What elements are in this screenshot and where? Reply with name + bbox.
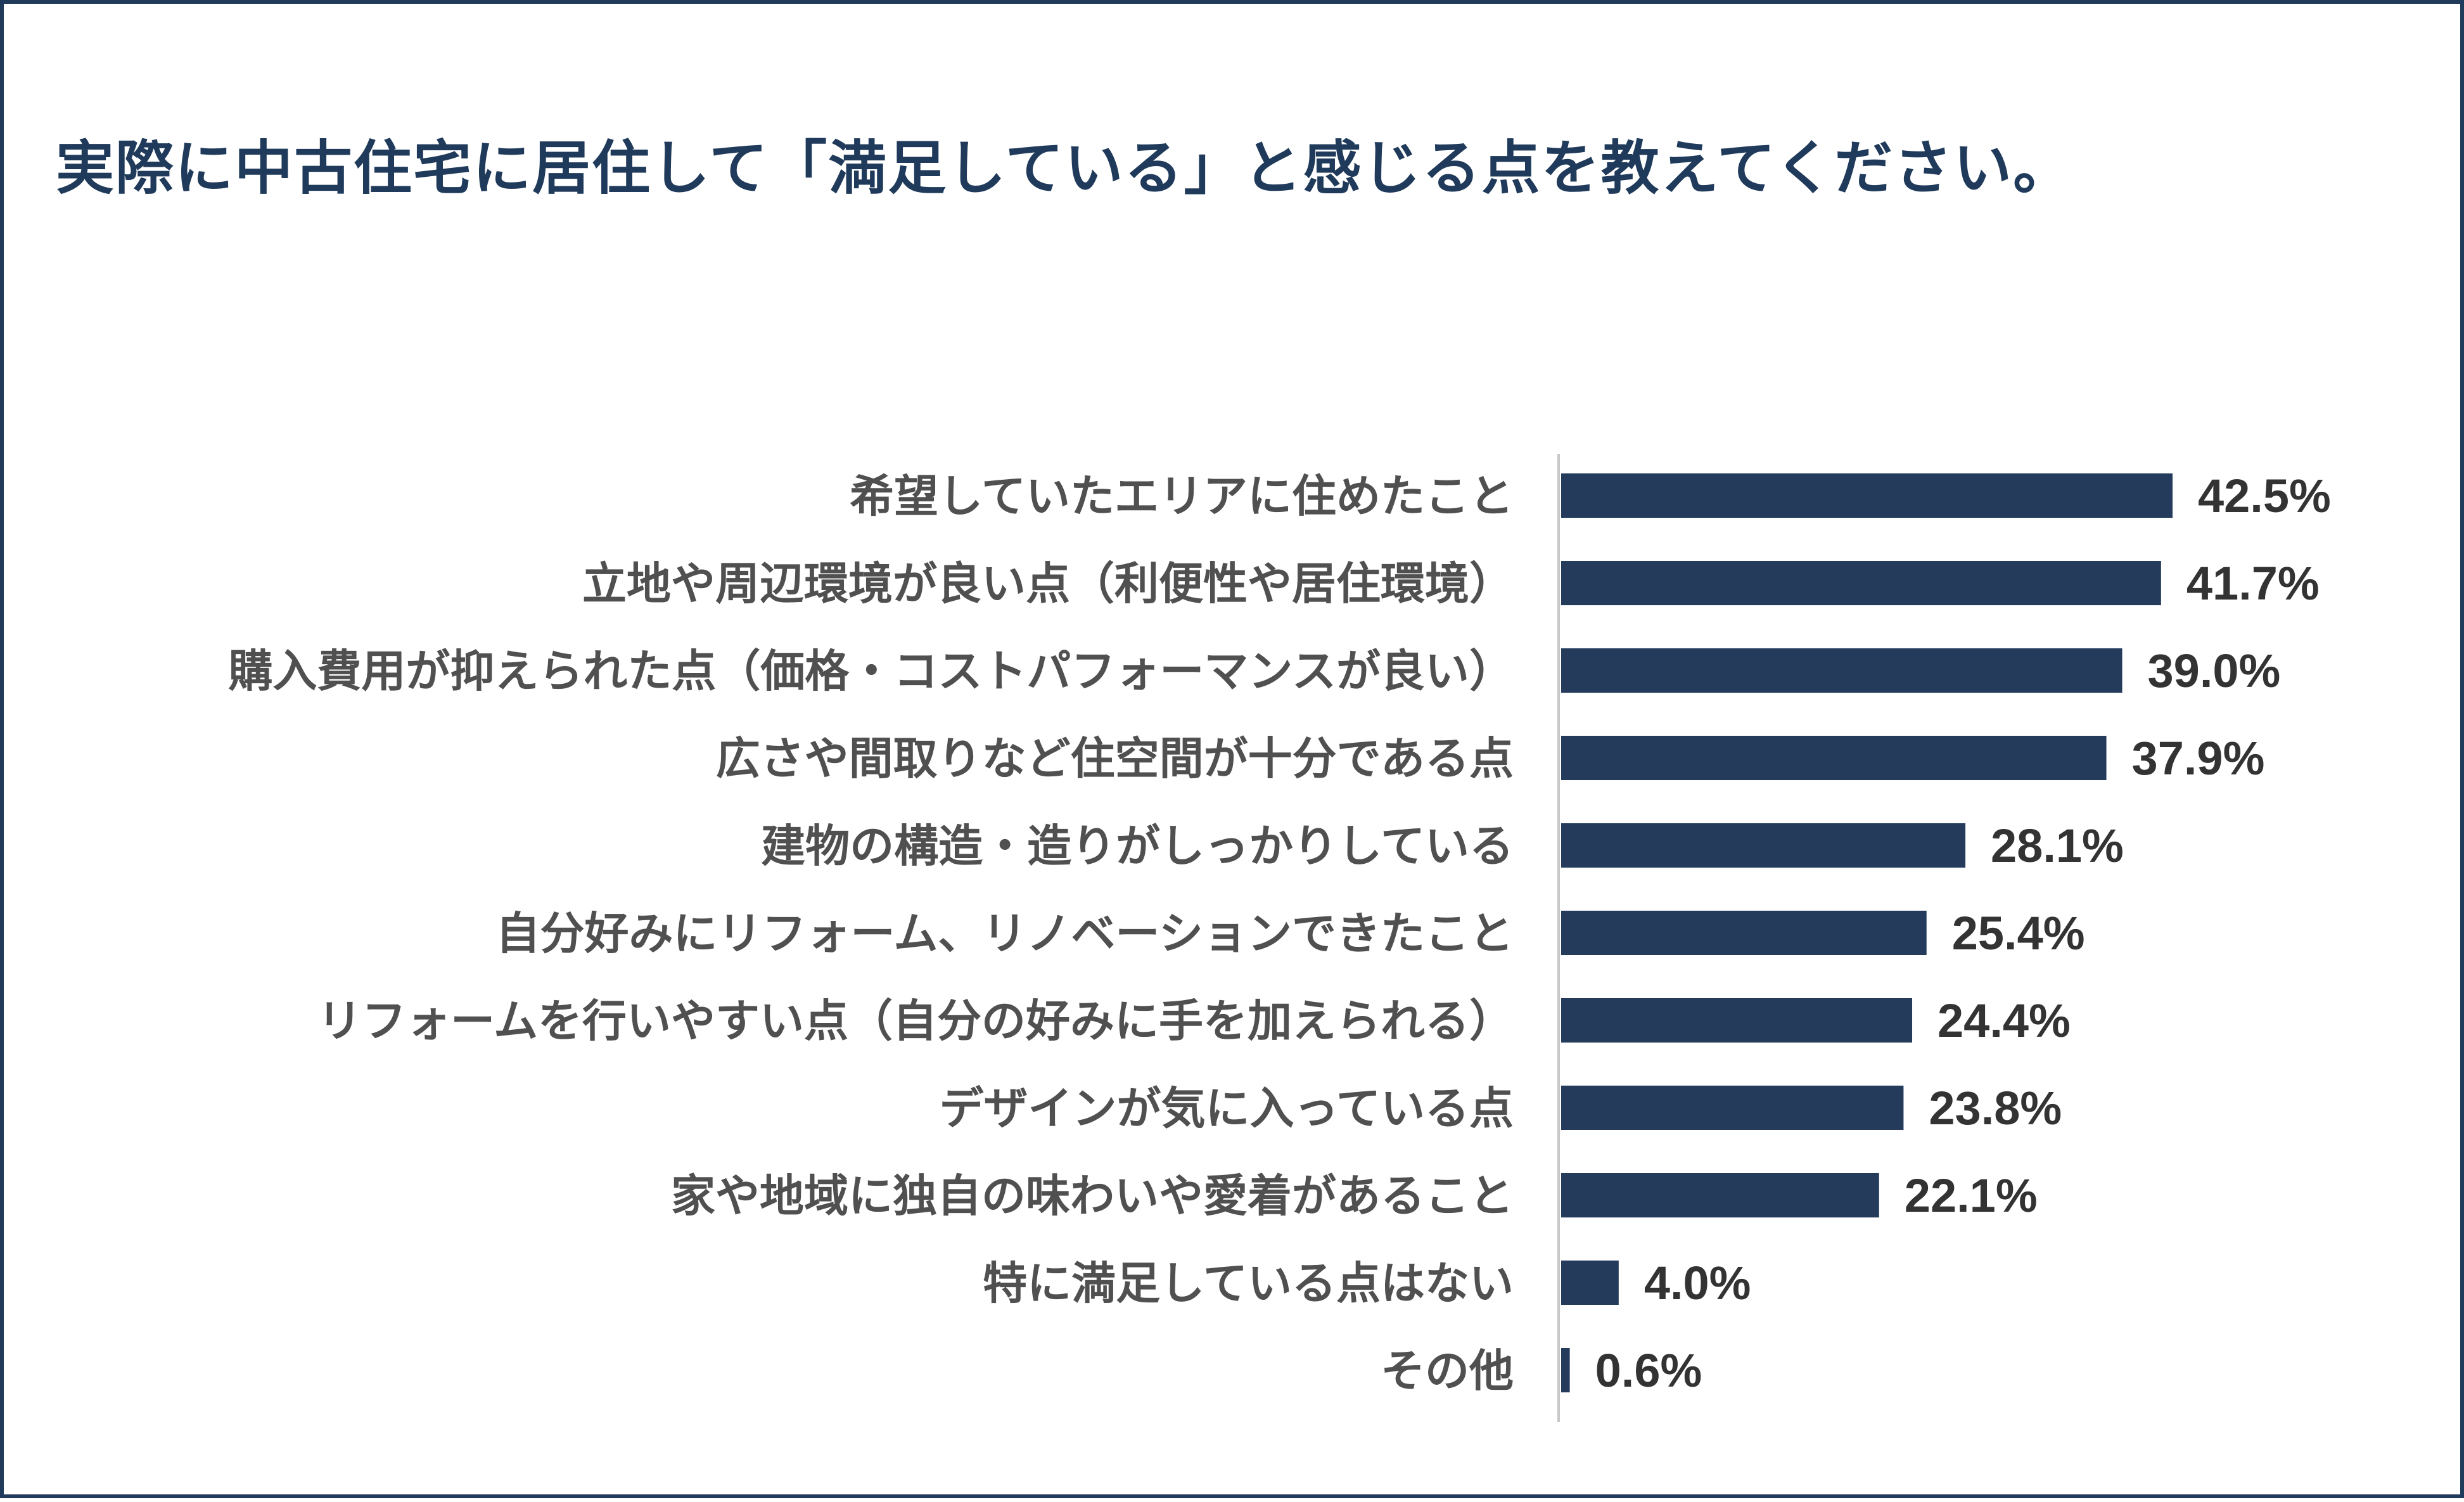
value-label: 28.1%: [1991, 819, 2124, 872]
bar: [1561, 648, 2122, 693]
category-label: リフォームを行いやすい点（自分の好みに手を加えられる）: [317, 995, 1514, 1047]
category-label: 特に満足している点はない: [983, 1257, 1514, 1309]
value-label: 25.4%: [1952, 907, 2085, 960]
value-label: 24.4%: [1937, 994, 2071, 1047]
bar: [1561, 473, 2173, 518]
category-label: 立地や周辺環境が良い点（利便性や居住環境）: [582, 558, 1514, 610]
bar: [1561, 561, 2161, 605]
bar: [1561, 736, 2107, 780]
value-label: 37.9%: [2132, 732, 2265, 785]
value-label: 41.7%: [2186, 557, 2320, 610]
bar: [1561, 823, 1966, 868]
bar: [1561, 1173, 1879, 1217]
category-label: その他: [1381, 1345, 1514, 1397]
value-label: 0.6%: [1595, 1344, 1702, 1397]
bar: [1561, 1086, 1904, 1130]
value-label: 42.5%: [2198, 470, 2331, 522]
bar-chart: 希望していたエリアに住めたこと 42.5% 立地や周辺環境が良い点（利便性や居住環境…: [228, 454, 2331, 1422]
category-label: 自分好みにリフォーム、リノベーションできたこと: [496, 908, 1514, 960]
category-label: 家や地域に独自の味わいや愛着があること: [671, 1170, 1514, 1222]
value-label: 4.0%: [1644, 1257, 1751, 1309]
bar: [1561, 1261, 1619, 1305]
category-label: デザインが気に入っている点: [940, 1082, 1514, 1134]
value-label: 23.8%: [1929, 1082, 2062, 1134]
bar: [1561, 998, 1913, 1043]
category-label: 購入費用が抑えられた点（価格・コストパフォーマンスが良い）: [228, 645, 1514, 697]
category-label: 建物の構造・造りがしっかりしている: [761, 820, 1514, 872]
bar: [1561, 1348, 1570, 1392]
value-label: 39.0%: [2148, 645, 2281, 697]
value-label: 22.1%: [1905, 1169, 2038, 1222]
chart-title: 実際に中古住宅に居住して「満足している」と感じる点を教えてください。: [56, 134, 2073, 202]
category-label: 広さや間取りなど住空間が十分である点: [716, 733, 1514, 785]
category-label: 希望していたエリアに住めたこと: [850, 470, 1514, 522]
bar: [1561, 911, 1927, 955]
